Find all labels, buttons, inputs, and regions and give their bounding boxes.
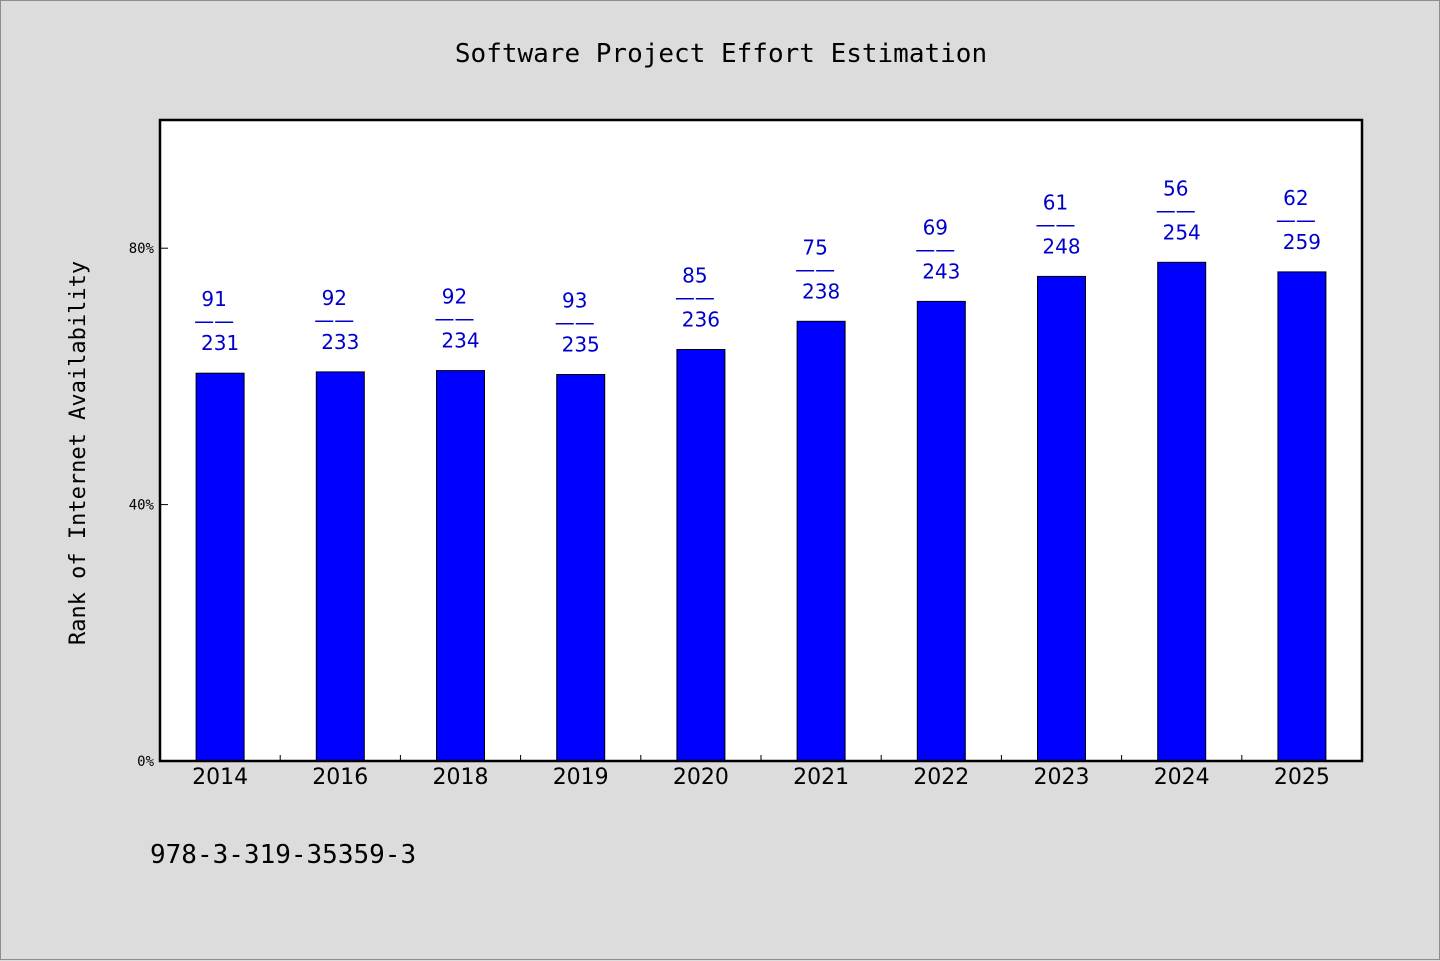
plot-border: [158, 118, 1364, 763]
x-tick-label-2014: 2014: [192, 765, 248, 790]
bar-2016: [315, 371, 365, 762]
data-label-top-2020: 85: [682, 264, 707, 288]
data-labels-layer: 91——23192——23392——23493——23585——23675——2…: [194, 176, 1321, 356]
data-label-separator-2020: ——: [675, 286, 715, 310]
data-label-separator-2024: ——: [1156, 198, 1196, 222]
bar-2023: [1037, 275, 1086, 762]
data-label-bottom-2023: 248: [1042, 234, 1080, 258]
bar-2021: [796, 320, 846, 762]
data-label-separator-2016: ——: [314, 308, 354, 332]
data-label-bottom-2016: 233: [321, 330, 359, 354]
x-tick-label-2023: 2023: [1034, 765, 1090, 790]
data-label-separator-2022: ——: [915, 237, 955, 261]
data-label-separator-2025: ——: [1276, 208, 1316, 232]
x-tick-label-2020: 2020: [673, 765, 729, 790]
x-tick-label-2018: 2018: [433, 765, 489, 790]
axis-layer: 2014 2016 2018 2019 2020 2021 2022 2023 2024 2025…: [129, 241, 1330, 790]
bar-2014: [195, 372, 245, 762]
data-label-top-2016: 92: [322, 286, 347, 310]
data-label-separator-2014: ——: [194, 309, 234, 333]
y-axis-label: Rank of Internet Availability: [66, 261, 91, 645]
x-tick-label-2022: 2022: [913, 765, 969, 790]
x-tick-label-2019: 2019: [553, 765, 609, 790]
bar-2018: [436, 370, 485, 762]
bar-2022: [916, 300, 966, 762]
data-label-bottom-2019: 235: [562, 333, 600, 357]
chart-title: Software Project Effort Estimation: [455, 39, 987, 69]
data-label-top-2025: 62: [1283, 186, 1308, 210]
data-label-bottom-2022: 243: [922, 259, 960, 283]
bar-2024: [1157, 261, 1207, 762]
x-tick-label-2021: 2021: [793, 765, 849, 790]
data-label-separator-2019: ——: [555, 311, 595, 335]
isbn-footnote: 978-3-319-35359-3: [150, 840, 416, 870]
data-label-top-2019: 93: [562, 289, 587, 313]
bar-2020: [676, 349, 726, 762]
data-label-separator-2021: ——: [795, 257, 835, 281]
x-tick-label-2016: 2016: [312, 765, 368, 790]
data-label-bottom-2020: 236: [682, 308, 720, 332]
x-tick-label-2025: 2025: [1274, 765, 1330, 790]
data-label-top-2021: 75: [802, 235, 827, 259]
data-label-bottom-2024: 254: [1163, 220, 1201, 244]
x-tick-label-2024: 2024: [1154, 765, 1210, 790]
data-label-bottom-2021: 238: [802, 279, 840, 303]
data-label-separator-2018: ——: [435, 307, 475, 331]
bars-layer: [195, 261, 1327, 762]
bar-2019: [556, 374, 606, 762]
data-label-top-2024: 56: [1163, 176, 1188, 200]
data-label-bottom-2018: 234: [441, 329, 479, 353]
bar-2025: [1277, 271, 1327, 762]
data-label-top-2023: 61: [1043, 190, 1068, 214]
data-label-separator-2023: ——: [1036, 212, 1076, 236]
y-tick-label-40: 40%: [129, 498, 155, 514]
data-label-top-2018: 92: [442, 285, 467, 309]
data-label-top-2022: 69: [923, 215, 948, 239]
y-tick-label-80: 80%: [129, 241, 155, 257]
y-tick-label-0: 0%: [137, 754, 154, 770]
data-label-bottom-2025: 259: [1283, 230, 1321, 254]
data-label-bottom-2014: 231: [201, 331, 239, 355]
data-label-top-2014: 91: [201, 287, 226, 311]
